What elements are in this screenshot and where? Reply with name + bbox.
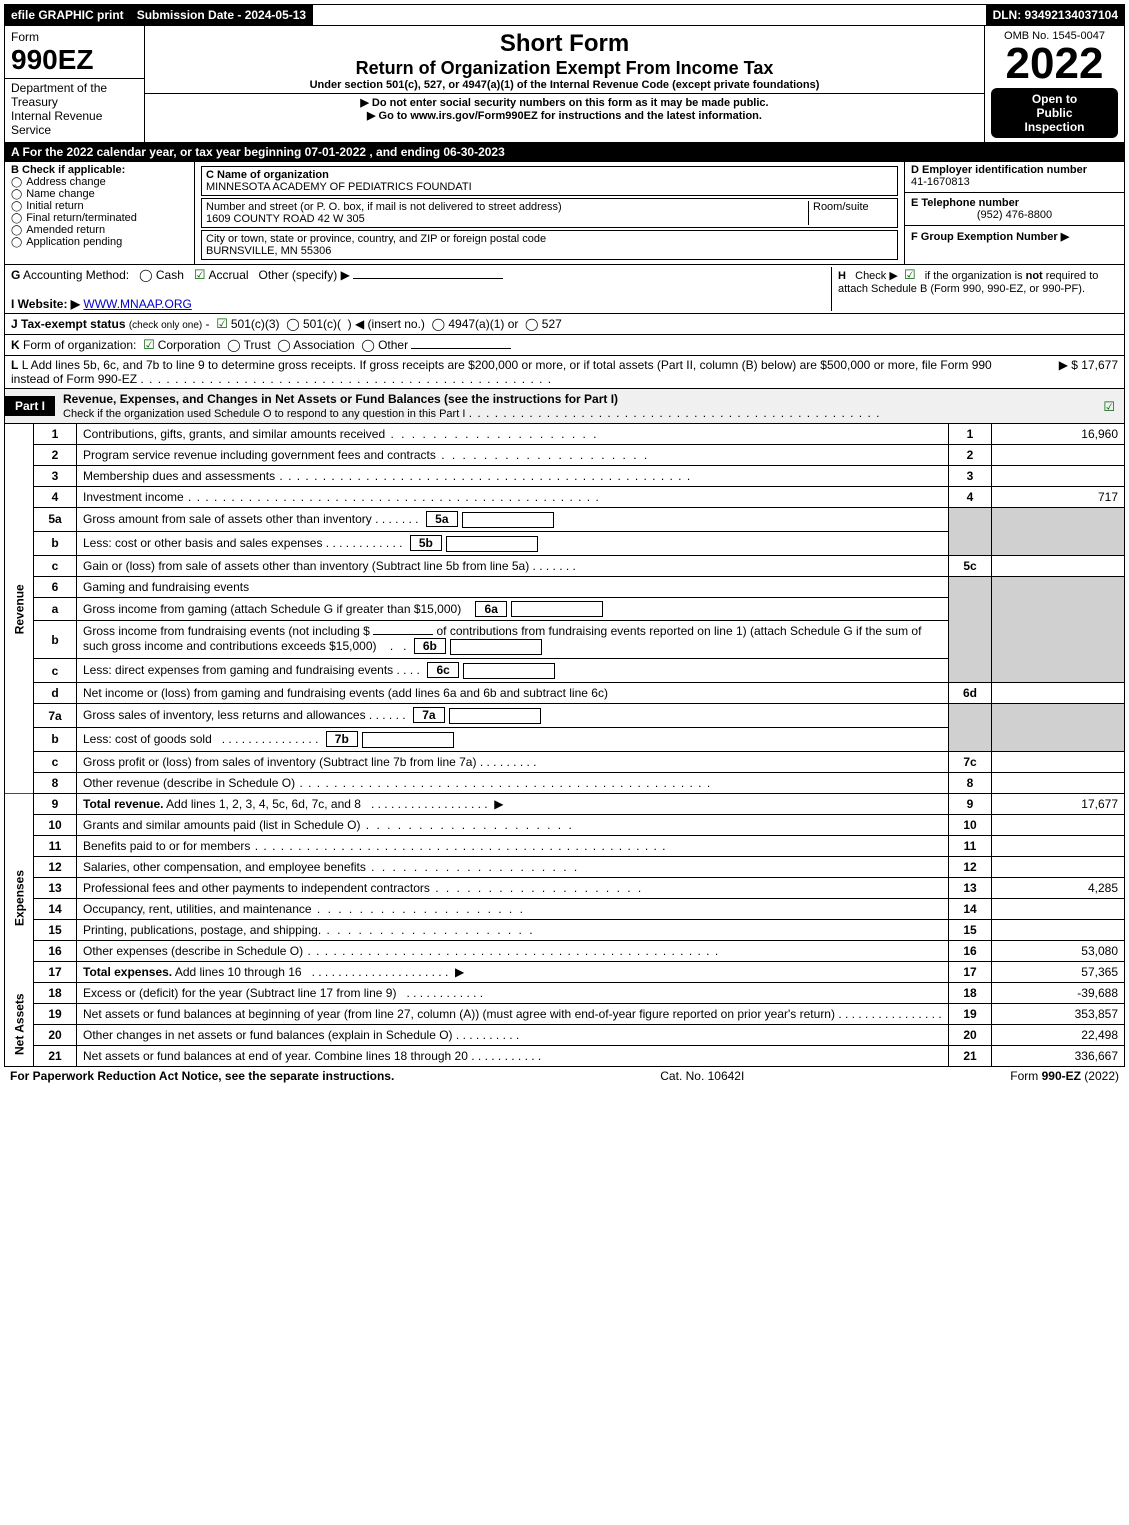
dept-treasury: Department of the Treasury bbox=[11, 81, 138, 109]
b-title: B Check if applicable: bbox=[11, 164, 188, 176]
section-b: B Check if applicable: Address change Na… bbox=[5, 162, 195, 264]
line-a: A For the 2022 calendar year, or tax yea… bbox=[4, 143, 1125, 162]
submission-date: Submission Date - 2024-05-13 bbox=[131, 5, 313, 25]
header-left: Form 990EZ Department of the Treasury In… bbox=[5, 26, 145, 142]
website-link[interactable]: WWW.MNAAP.ORG bbox=[83, 297, 191, 311]
page-footer: For Paperwork Reduction Act Notice, see … bbox=[4, 1067, 1125, 1085]
catalog-number: Cat. No. 10642I bbox=[660, 1069, 744, 1083]
section-def: D Employer identification number 41-1670… bbox=[904, 162, 1124, 264]
d-label: D Employer identification number bbox=[911, 164, 1118, 176]
check-application-pending[interactable]: Application pending bbox=[11, 236, 188, 248]
part-1-tab: Part I bbox=[5, 396, 55, 416]
form-word: Form bbox=[11, 30, 138, 44]
top-spacer bbox=[313, 5, 985, 25]
address-box: Number and street (or P. O. box, if mail… bbox=[201, 198, 898, 228]
short-form-title: Short Form bbox=[151, 30, 978, 58]
top-bar: efile GRAPHIC print Submission Date - 20… bbox=[4, 4, 1125, 26]
schedule-o-check[interactable] bbox=[1103, 398, 1124, 415]
paperwork-notice: For Paperwork Reduction Act Notice, see … bbox=[10, 1069, 394, 1083]
total-revenue: 17,677 bbox=[992, 793, 1125, 814]
line-l: L L Add lines 5b, 6c, and 7b to line 9 t… bbox=[4, 356, 1125, 389]
main-title: Return of Organization Exempt From Incom… bbox=[151, 58, 978, 79]
header-center: Short Form Return of Organization Exempt… bbox=[145, 26, 984, 142]
f-label: F Group Exemption Number ▶ bbox=[911, 230, 1118, 243]
ssn-warning: ▶ Do not enter social security numbers o… bbox=[151, 96, 978, 109]
line-k: K Form of organization: Corporation ◯ Tr… bbox=[4, 335, 1125, 356]
section-bcdef: B Check if applicable: Address change Na… bbox=[4, 162, 1125, 265]
line-1-amount: 16,960 bbox=[992, 424, 1125, 445]
form-header: Form 990EZ Department of the Treasury In… bbox=[4, 26, 1125, 143]
check-initial-return[interactable]: Initial return bbox=[11, 200, 188, 212]
line-h: H Check ▶ if the organization is not req… bbox=[831, 267, 1118, 311]
city-label: City or town, state or province, country… bbox=[206, 233, 546, 245]
net-assets-end: 336,667 bbox=[992, 1045, 1125, 1066]
under-section: Under section 501(c), 527, or 4947(a)(1)… bbox=[151, 79, 978, 91]
check-final-return[interactable]: Final return/terminated bbox=[11, 212, 188, 224]
street-address: 1609 COUNTY ROAD 42 W 305 bbox=[206, 213, 365, 225]
org-name-box: C Name of organization MINNESOTA ACADEMY… bbox=[201, 166, 898, 196]
ein: 41-1670813 bbox=[911, 176, 1118, 188]
line-j: J Tax-exempt status (check only one) - 5… bbox=[4, 314, 1125, 335]
part-1-table: Revenue 1 Contributions, gifts, grants, … bbox=[4, 424, 1125, 1067]
open-to-public: Open to Public Inspection bbox=[991, 88, 1118, 138]
header-right: OMB No. 1545-0047 2022 Open to Public In… bbox=[984, 26, 1124, 142]
org-name: MINNESOTA ACADEMY OF PEDIATRICS FOUNDATI bbox=[206, 181, 472, 193]
telephone: (952) 476-8800 bbox=[911, 209, 1118, 221]
dln: DLN: 93492134037104 bbox=[986, 5, 1124, 25]
room-suite: Room/suite bbox=[808, 201, 893, 225]
line-1-desc: Contributions, gifts, grants, and simila… bbox=[77, 424, 949, 445]
addr-label: Number and street (or P. O. box, if mail… bbox=[206, 201, 562, 213]
revenue-side-label: Revenue bbox=[5, 424, 34, 793]
section-c: C Name of organization MINNESOTA ACADEMY… bbox=[195, 162, 904, 264]
net-assets-side-label: Net Assets bbox=[5, 982, 34, 1066]
i-label: I Website: ▶ bbox=[11, 297, 80, 311]
line-box: 1 bbox=[949, 424, 992, 445]
city-state-zip: BURNSVILLE, MN 55306 bbox=[206, 245, 331, 257]
total-expenses: 57,365 bbox=[992, 961, 1125, 982]
expenses-side-label: Expenses bbox=[5, 814, 34, 982]
form-id: Form 990-EZ (2022) bbox=[1010, 1069, 1119, 1083]
tax-year: 2022 bbox=[991, 42, 1118, 86]
goto-link[interactable]: ▶ Go to www.irs.gov/Form990EZ for instru… bbox=[151, 109, 978, 122]
irs-label: Internal Revenue Service bbox=[11, 109, 138, 137]
line-gh: G Accounting Method: ◯ Cash Accrual Othe… bbox=[4, 265, 1125, 314]
part-1-title: Revenue, Expenses, and Changes in Net As… bbox=[55, 389, 1103, 423]
line-num: 1 bbox=[34, 424, 77, 445]
e-label: E Telephone number bbox=[911, 197, 1118, 209]
gross-receipts: ▶ $ 17,677 bbox=[1018, 358, 1118, 386]
form-number: 990EZ bbox=[11, 44, 138, 76]
city-box: City or town, state or province, country… bbox=[201, 230, 898, 260]
check-address-change[interactable]: Address change bbox=[11, 176, 188, 188]
line-g: G Accounting Method: ◯ Cash Accrual Othe… bbox=[11, 267, 831, 311]
check-name-change[interactable]: Name change bbox=[11, 188, 188, 200]
check-amended-return[interactable]: Amended return bbox=[11, 224, 188, 236]
c-label: C Name of organization bbox=[206, 169, 329, 181]
part-1-header: Part I Revenue, Expenses, and Changes in… bbox=[4, 389, 1125, 424]
efile-label[interactable]: efile GRAPHIC print bbox=[5, 5, 131, 25]
